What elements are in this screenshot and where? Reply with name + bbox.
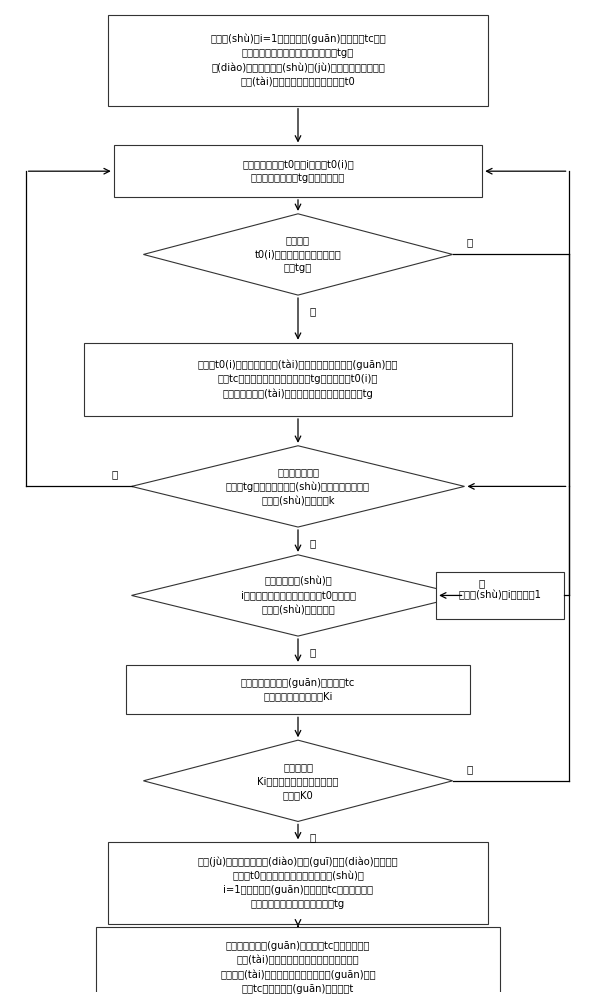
Text: 判斷識別度
Ki的值是否大于預設定的識別
度閾值K0: 判斷識別度 Ki的值是否大于預設定的識別 度閾值K0 (257, 762, 339, 800)
Text: 否: 否 (478, 579, 485, 589)
Text: 否: 否 (310, 832, 316, 842)
Polygon shape (144, 214, 452, 295)
Text: 計算當前的備選關(guān)鍵詞向量tc
與目標字符串的識別度Ki: 計算當前的備選關(guān)鍵詞向量tc 與目標字符串的識別度Ki (241, 678, 355, 702)
Text: 判斷當前的字符
串向量tg所包換的字符數(shù)是否已小于預設定
字符數(shù)下限閾值k: 判斷當前的字符 串向量tg所包換的字符數(shù)是否已小于預設定 字符數(sh… (226, 467, 370, 506)
Text: 令計數(shù)符i的值自加1: 令計數(shù)符i的值自加1 (459, 590, 542, 601)
Polygon shape (132, 446, 464, 527)
Text: 將當前的備選關(guān)鍵詞向量tc中的各個故障
狀態(tài)描述詞作為與目標字符串相匹配的
故障狀態(tài)描述詞，將當前的備選關(guān)鍵詞
向量: 將當前的備選關(guān)鍵詞向量tc中的各個故障 狀態(tài)描述詞作為與目… (220, 941, 376, 994)
Text: 否: 否 (310, 538, 316, 548)
Polygon shape (144, 740, 452, 821)
Text: 是: 是 (111, 470, 118, 480)
Polygon shape (132, 555, 464, 636)
Text: 是: 是 (466, 764, 473, 774)
FancyBboxPatch shape (96, 927, 500, 1000)
FancyBboxPatch shape (84, 343, 512, 416)
Text: 將元素t0(i)表示的故障狀態(tài)描述詞添加到備選關(guān)鍵詞
向量tc中，并從當前的字符串向量tg中剔除元素t0(i)所
表示的故障狀態(tài): 將元素t0(i)表示的故障狀態(tài)描述詞添加到備選關(guān)鍵詞 向量… (198, 360, 398, 399)
FancyBboxPatch shape (108, 842, 488, 924)
Text: 根據(jù)預設定的順序調(diào)整規(guī)則調(diào)整基礎詞
匯向量t0中元素的排列順序，令計數(shù)符
i=1，令備選關(guān)鍵詞向: 根據(jù)預設定的順序調(diào)整規(guī)則調(diào)整基礎詞 匯… (198, 856, 398, 909)
Text: 是: 是 (310, 647, 316, 657)
Text: 取基礎詞匯向量t0中第i個元素t0(i)與
當前的字符串向量tg進行對比匹配: 取基礎詞匯向量t0中第i個元素t0(i)與 當前的字符串向量tg進行對比匹配 (242, 159, 354, 183)
Text: 令計數(shù)符i=1，令備選關(guān)鍵詞向量tc為空
集，將目標字符串賦值給字符串向量tg，
調(diào)取基礎詞匯數(shù)據(jù)庫中存儲的: 令計數(shù)符i=1，令備選關(guān)鍵詞向量tc為空 集，將目標字符串… (210, 33, 386, 87)
FancyBboxPatch shape (436, 572, 564, 619)
FancyBboxPatch shape (108, 15, 488, 106)
FancyBboxPatch shape (126, 665, 470, 714)
Text: 判斷元素
t0(i)是否包含在當前的字符串
向量tg中: 判斷元素 t0(i)是否包含在當前的字符串 向量tg中 (254, 235, 342, 273)
Text: 判斷當前計數(shù)符
i的值是否已達到基礎詞匯向量t0中所包含
元素數(shù)量的上限值: 判斷當前計數(shù)符 i的值是否已達到基礎詞匯向量t0中所包含 元素數(sh… (241, 576, 355, 615)
Text: 否: 否 (466, 238, 473, 248)
FancyBboxPatch shape (114, 145, 482, 197)
Text: 是: 是 (310, 306, 316, 316)
